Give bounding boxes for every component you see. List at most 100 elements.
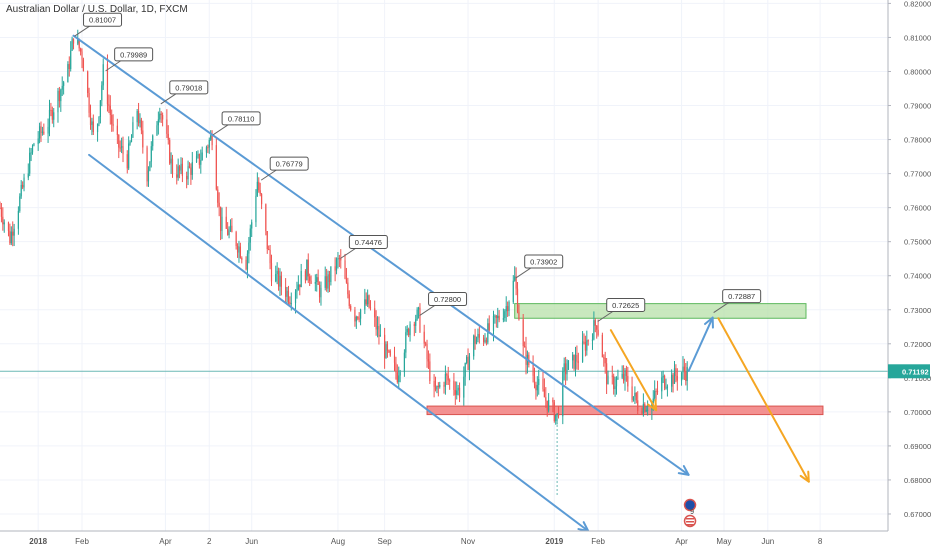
candle-body	[78, 38, 80, 49]
candle-body	[532, 364, 534, 376]
price-label-box	[428, 292, 468, 307]
resistance-zone	[514, 303, 807, 319]
candle-body	[99, 100, 101, 117]
candle-body	[492, 315, 495, 331]
candle-body	[102, 64, 104, 86]
trend-lines	[72, 34, 810, 532]
candle-body	[350, 305, 352, 310]
price-label-pointer	[419, 305, 435, 316]
candle-body	[456, 390, 458, 395]
candle-body	[238, 246, 240, 253]
candle-body	[191, 162, 193, 175]
candle-body	[129, 142, 131, 144]
candle-body	[593, 320, 595, 340]
projection-arrow-3	[717, 317, 810, 483]
candle-body	[296, 289, 298, 292]
price-label-pointer	[105, 60, 121, 72]
candle-body	[359, 309, 362, 319]
candle-body	[219, 206, 222, 231]
candle-body	[43, 131, 45, 134]
x-tick-label: Feb	[591, 537, 605, 546]
candle-body	[357, 316, 359, 319]
candle-body	[231, 225, 233, 233]
x-tick-label: 8	[818, 537, 823, 546]
candle-body	[306, 259, 308, 281]
candle-body	[188, 166, 191, 168]
candle-body	[121, 146, 123, 148]
candle-body	[614, 386, 616, 390]
candle-body	[466, 357, 468, 363]
y-tick-label: 0.82000	[904, 0, 931, 8]
candle-body	[248, 242, 250, 254]
candle-body	[624, 370, 626, 381]
candle-body	[246, 253, 249, 270]
candle-body	[405, 332, 407, 353]
candle-body	[576, 355, 578, 362]
candle-body	[79, 48, 82, 52]
candle-body	[555, 414, 557, 422]
candle-body	[625, 370, 628, 376]
candle-body	[53, 112, 55, 120]
candle-body	[197, 154, 199, 156]
candle-body	[58, 90, 60, 102]
candle-body	[574, 355, 577, 369]
candle-body	[265, 204, 267, 232]
candle-body	[502, 318, 504, 320]
price-label-pointer	[340, 248, 356, 259]
candle-body	[29, 152, 31, 174]
candle-body	[236, 246, 239, 253]
candle-body	[581, 341, 584, 362]
y-tick-label: 0.71000	[904, 374, 931, 383]
candle-body	[553, 402, 555, 422]
candle-body	[118, 134, 120, 148]
candle-body	[285, 286, 287, 297]
candle-body	[229, 225, 232, 231]
candle-body	[33, 143, 35, 146]
candle-body	[457, 387, 459, 391]
y-tick-label: 0.74000	[904, 272, 931, 281]
price-label-pointer	[160, 93, 177, 105]
price-label-box	[348, 235, 388, 250]
price-label-text: 0.74476	[355, 238, 382, 247]
x-tick-label: May	[716, 537, 731, 546]
candle-body	[604, 357, 606, 364]
price-label-pointer	[515, 267, 531, 279]
candle-body	[170, 158, 172, 164]
candle-body	[287, 290, 290, 302]
candle-body	[515, 276, 517, 289]
projection-arrow-1-head	[704, 316, 714, 329]
candle-body	[17, 210, 19, 229]
candle-body	[101, 85, 103, 101]
candle-body	[672, 374, 674, 384]
candle-body	[258, 181, 260, 191]
candle-body	[512, 280, 514, 302]
candle-body	[122, 146, 124, 155]
projection-arrow-3-head	[799, 470, 810, 483]
y-tick-label: 0.78000	[904, 136, 931, 145]
candle-body	[7, 222, 10, 231]
candle-body	[30, 152, 32, 154]
candle-body	[318, 284, 321, 298]
candle-body	[682, 366, 684, 373]
candle-body	[279, 275, 281, 287]
candle-body	[495, 315, 497, 318]
y-tick-label: 0.67000	[904, 510, 931, 519]
candle-body	[89, 112, 92, 125]
price-label-text: 0.73902	[530, 258, 557, 267]
candle-body	[268, 248, 270, 250]
candle-body	[458, 387, 461, 398]
price-label-box	[524, 254, 564, 269]
price-label-box	[269, 156, 309, 171]
candle-body	[399, 372, 401, 376]
candle-body	[685, 371, 687, 381]
candle-body	[186, 175, 188, 180]
candle-body	[505, 306, 507, 312]
candle-body	[347, 282, 349, 295]
candle-body	[286, 290, 288, 297]
candle-body	[686, 367, 688, 381]
candle-body	[205, 147, 208, 153]
candle-body	[613, 376, 615, 390]
candle-body	[314, 282, 316, 284]
candle-body	[251, 222, 253, 229]
